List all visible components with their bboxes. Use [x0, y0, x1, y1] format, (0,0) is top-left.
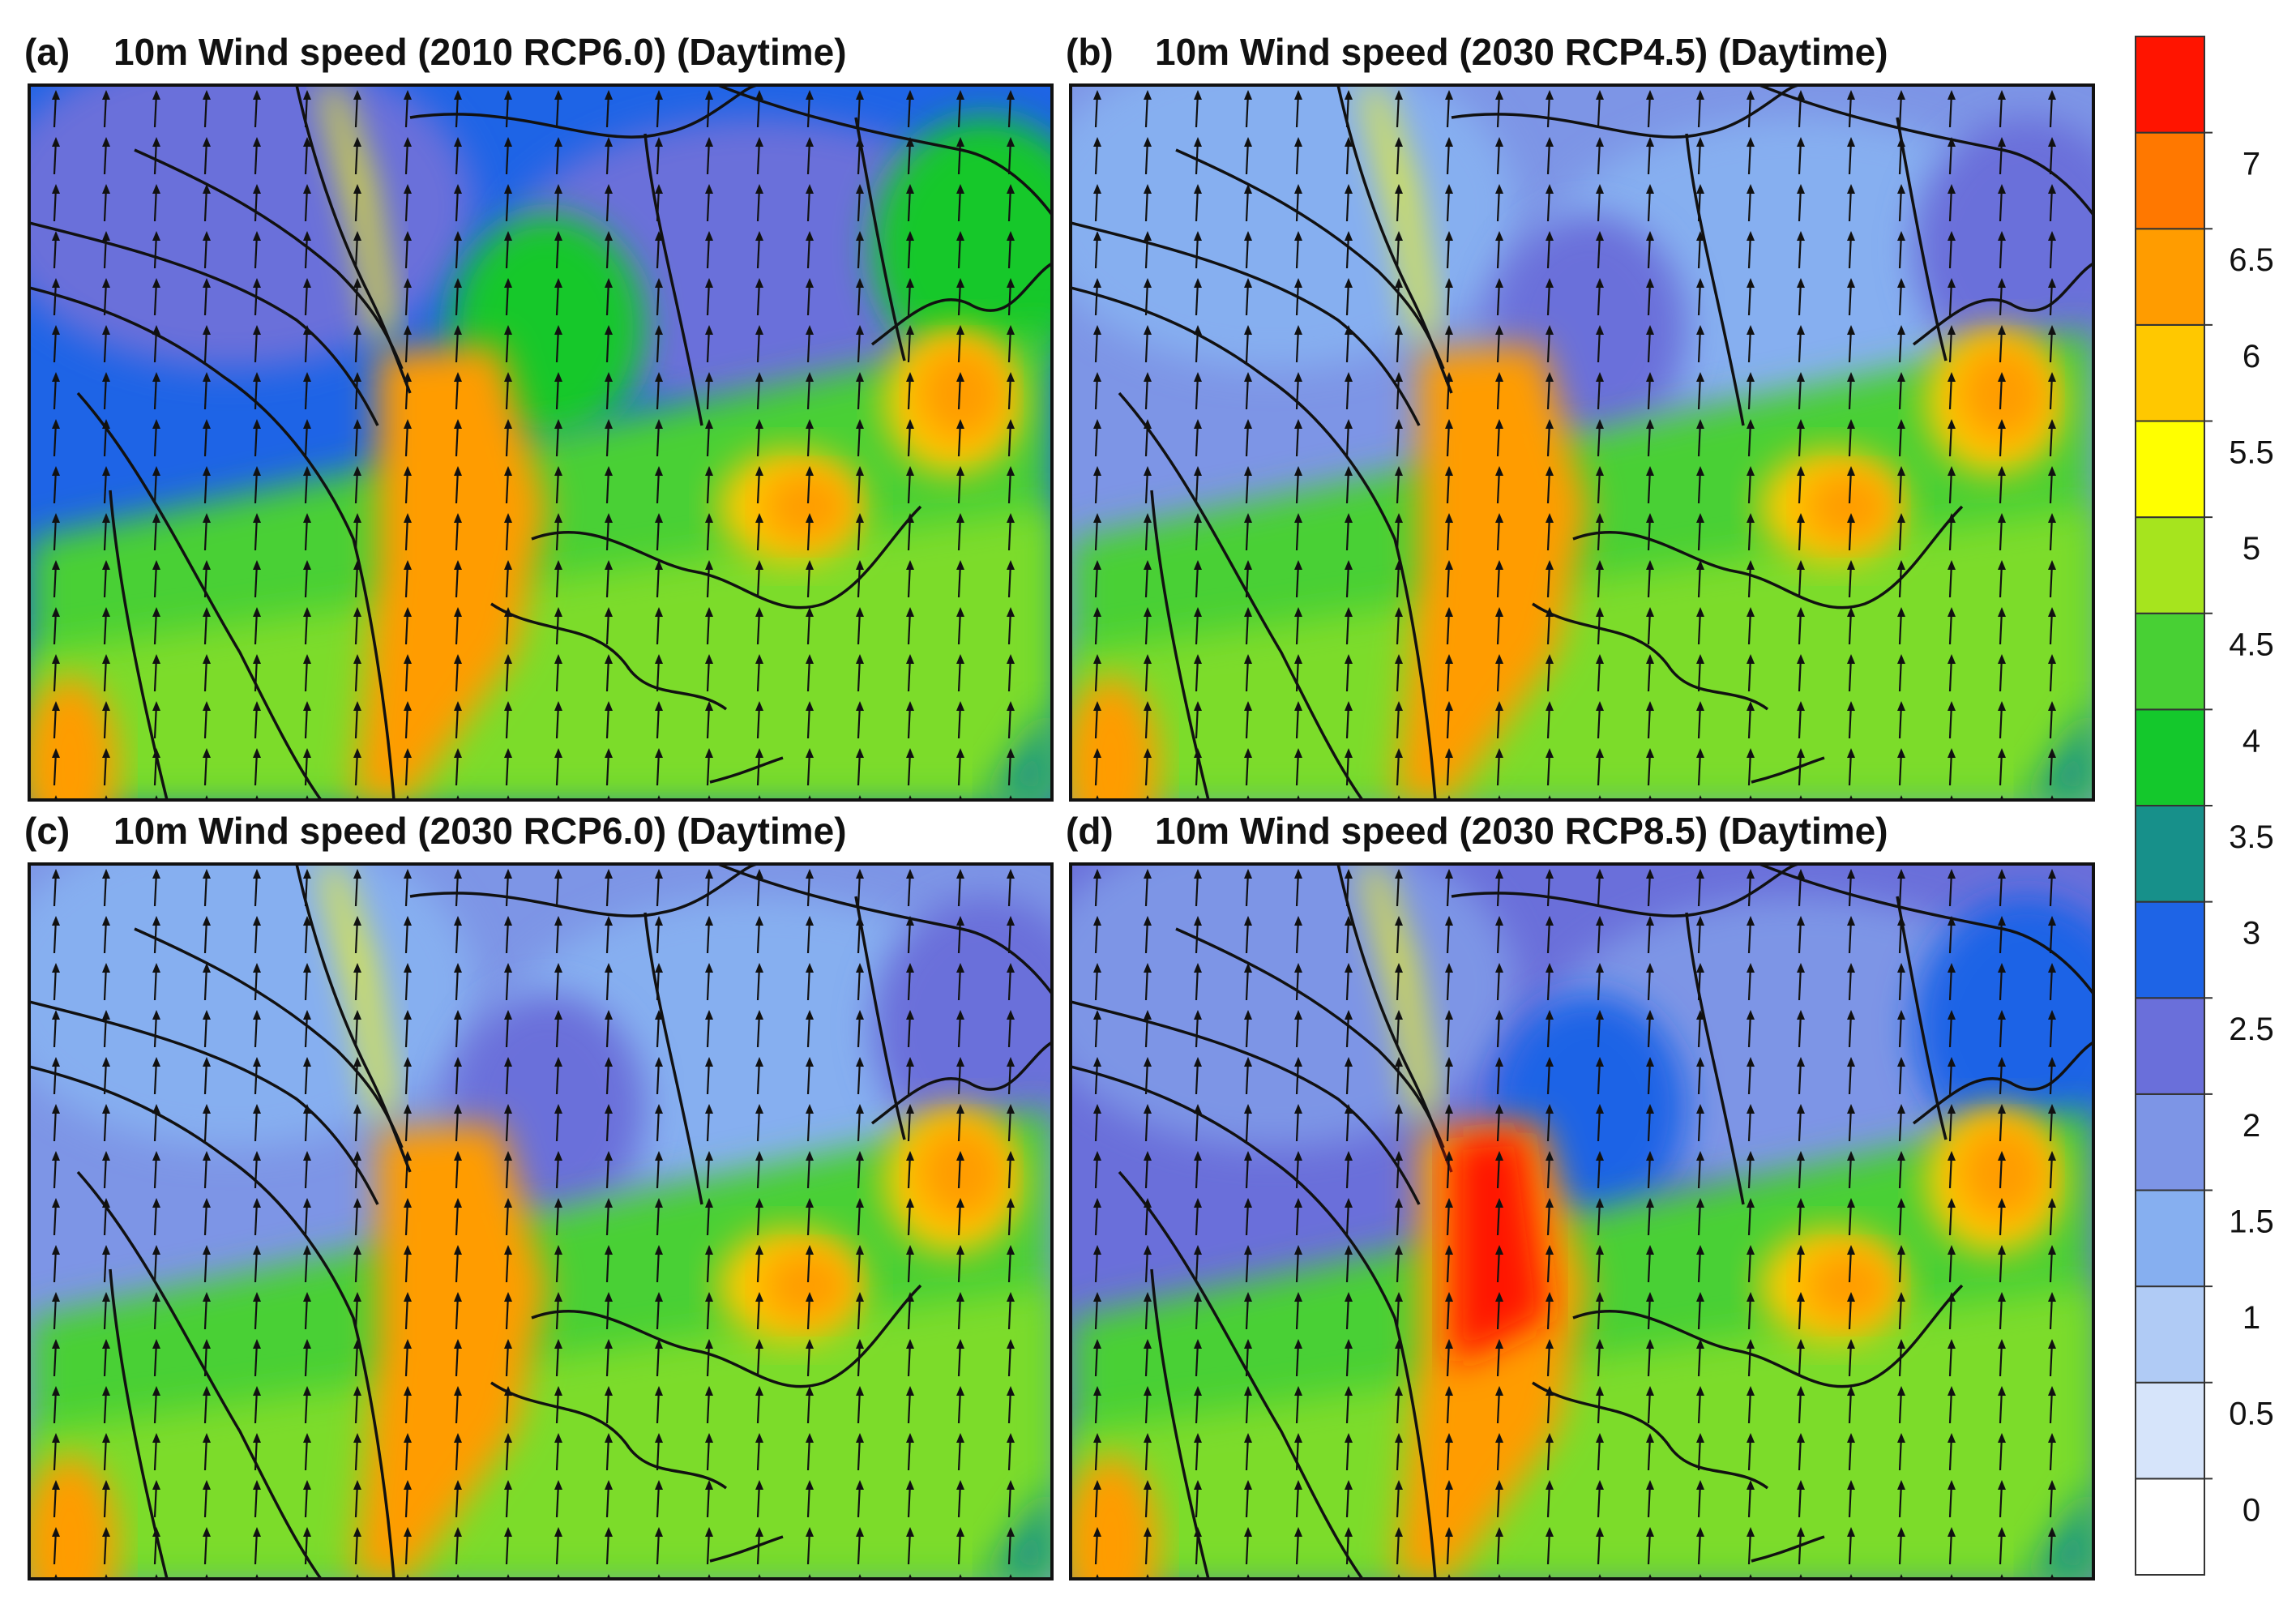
panel-frame: [1069, 83, 2095, 802]
colorbar-box: [2135, 228, 2205, 326]
colorbar-box: [2135, 1189, 2205, 1288]
colorbar-box: [2135, 420, 2205, 519]
panel-title: 10m Wind speed (2010 RCP6.0) (Daytime): [113, 31, 847, 73]
map: [1069, 83, 2095, 802]
panel-frame: [1069, 862, 2095, 1580]
colorbar-box: [2135, 805, 2205, 903]
colorbar-box: [2135, 516, 2205, 614]
panel-frame: [28, 83, 1054, 802]
colorbar-tick-label: 1.5: [2229, 1204, 2274, 1239]
colorbar-tick-label: 6: [2243, 339, 2260, 374]
colorbar-tick-label: 4: [2243, 723, 2260, 759]
colorbar-tick-label: 0.5: [2229, 1397, 2274, 1432]
panel-title: 10m Wind speed (2030 RCP6.0) (Daytime): [113, 810, 847, 852]
colorbar-tick-label: 0: [2243, 1492, 2260, 1528]
colorbar: 0 0.5 1 1.5 2 2.5 3 3.5 4 4.5 5 5.5 6 6.5 7: [2135, 36, 2274, 1576]
colorbar-box: [2135, 36, 2205, 134]
colorbar-tick-label: 5: [2243, 531, 2260, 567]
colorbar-box: [2135, 997, 2205, 1095]
panel-frame: [28, 862, 1054, 1580]
colorbar-box: [2135, 612, 2205, 711]
colorbar-tick-label: 2: [2243, 1108, 2260, 1144]
panel-label: (b): [1066, 31, 1114, 73]
colorbar-tick-label: 3.5: [2229, 819, 2274, 855]
panel-title: 10m Wind speed (2030 RCP8.5) (Daytime): [1155, 810, 1888, 852]
map: [1069, 862, 2095, 1580]
colorbar-tick-label: 4.5: [2229, 627, 2274, 663]
panel-label: (a): [24, 31, 70, 73]
colorbar-box: [2135, 1285, 2205, 1384]
colorbar-tick-label: 2.5: [2229, 1012, 2274, 1047]
panels: (a) 10m Wind speed (2010 RCP6.0) (Daytime…: [24, 31, 2095, 1580]
map: [28, 83, 1054, 802]
colorbar-tick-label: 1: [2243, 1300, 2260, 1336]
colorbar-box: [2135, 900, 2205, 999]
colorbar-box: [2135, 1381, 2205, 1480]
colorbar-box: [2135, 323, 2205, 422]
panel-title: 10m Wind speed (2030 RCP4.5) (Daytime): [1155, 31, 1888, 73]
map: [28, 862, 1054, 1580]
colorbar-box: [2135, 131, 2205, 230]
colorbar-box: [2135, 708, 2205, 806]
colorbar-tick-label: 3: [2243, 916, 2260, 952]
colorbar-box: [2135, 1093, 2205, 1191]
colorbar-box: [2135, 1478, 2205, 1576]
colorbar-tick-label: 6.5: [2229, 242, 2274, 278]
colorbar-tick-label: 7: [2243, 147, 2260, 182]
panel-label: (d): [1066, 810, 1114, 852]
panel-label: (c): [24, 810, 70, 852]
colorbar-tick-label: 5.5: [2229, 434, 2274, 470]
